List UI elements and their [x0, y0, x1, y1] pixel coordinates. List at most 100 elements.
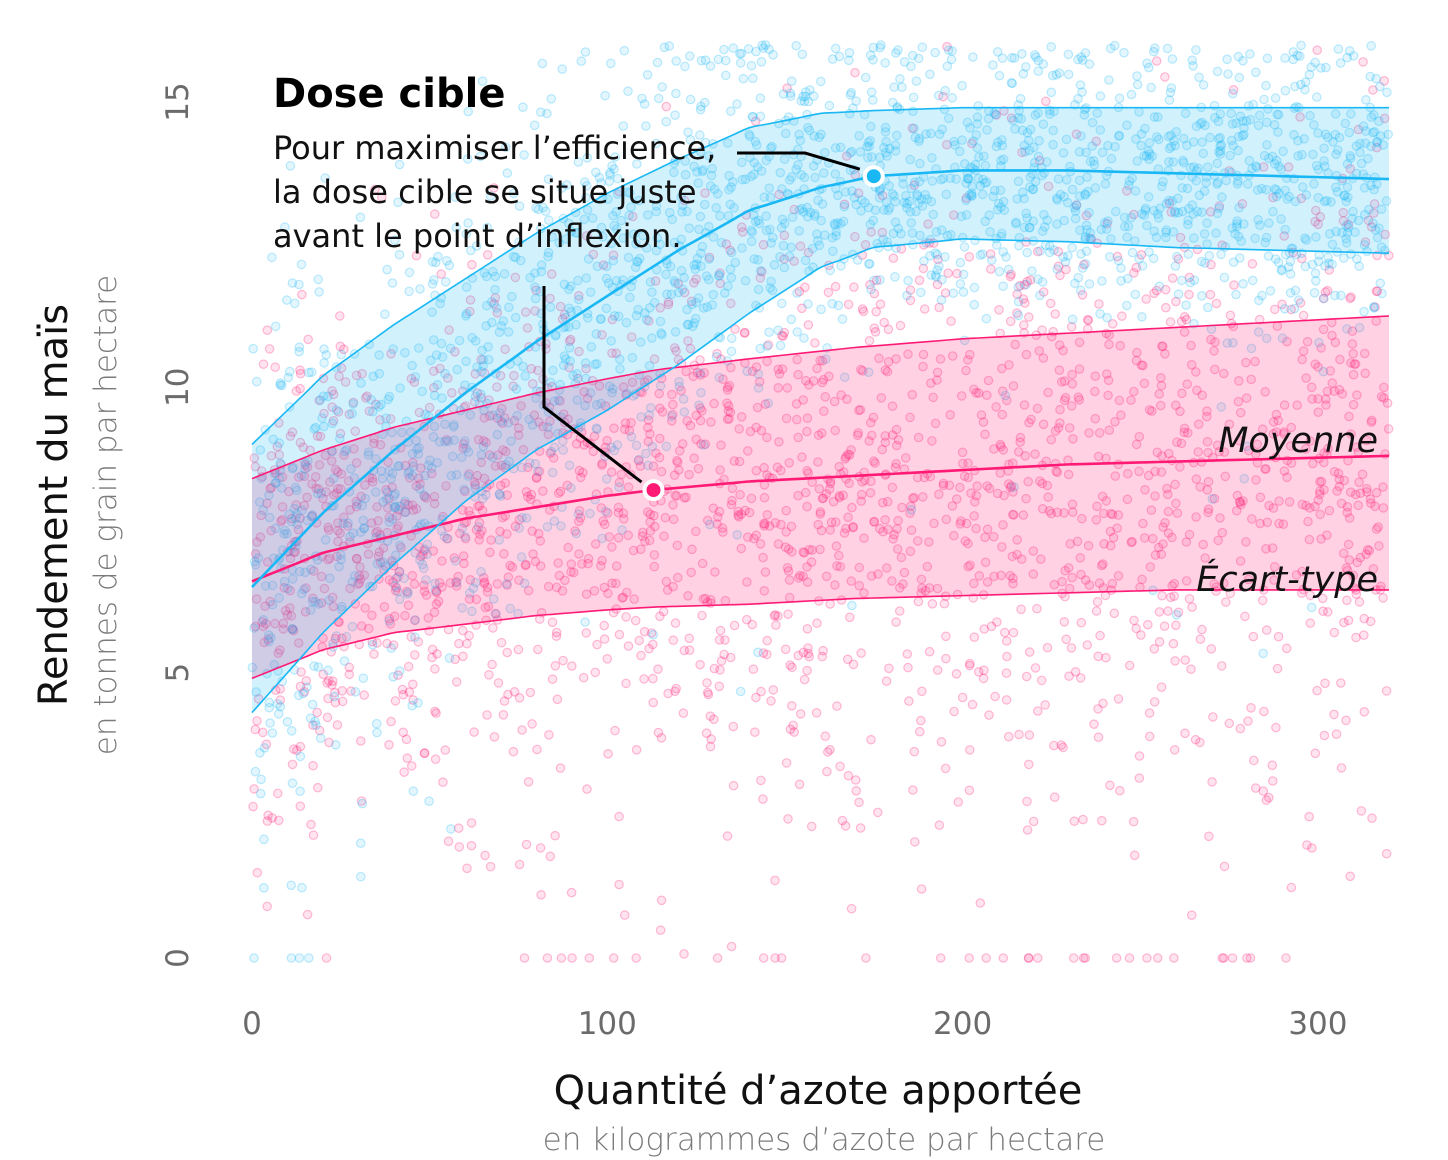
y-tick-label: 0	[160, 948, 196, 968]
scatter-point-pink	[367, 476, 378, 487]
scatter-point-pink	[919, 304, 930, 314]
scatter-point-pink	[1193, 419, 1204, 429]
scatter-point-pink	[996, 363, 1007, 374]
scatter-point-blue	[358, 673, 369, 683]
scatter-point-pink	[1024, 730, 1035, 740]
scatter-point-pink	[722, 831, 733, 841]
scatter-point-pink	[522, 323, 533, 333]
scatter-point-pink	[1186, 664, 1196, 674]
scatter-point-pink	[566, 661, 577, 671]
scatter-point-pink	[1314, 489, 1325, 500]
scatter-point-pink	[1252, 439, 1263, 450]
scatter-point-pink	[1129, 850, 1140, 861]
scatter-point-pink	[469, 727, 479, 737]
scatter-point-pink	[709, 714, 719, 725]
scatter-point-blue	[372, 727, 382, 738]
scatter-point-pink	[909, 746, 920, 757]
highlight-point-0	[642, 479, 665, 502]
scatter-point-pink	[836, 390, 846, 400]
scatter-point-pink	[726, 499, 737, 510]
scatter-point-pink	[1305, 436, 1315, 446]
scatter-point-pink	[267, 813, 277, 823]
scatter-point-pink	[381, 484, 391, 495]
x-tick-label: 300	[1288, 1006, 1347, 1042]
scatter-point-pink	[997, 386, 1008, 396]
scatter-point-pink	[1156, 682, 1167, 692]
scatter-point-blue	[700, 55, 711, 65]
scatter-point-blue	[977, 249, 988, 259]
scatter-point-pink	[672, 457, 683, 468]
scatter-point-blue	[1076, 249, 1086, 259]
scatter-point-pink	[736, 411, 747, 422]
scatter-point-pink	[473, 434, 484, 445]
scatter-point-pink	[1272, 663, 1283, 674]
scatter-point-pink	[1003, 731, 1014, 742]
scatter-point-pink	[398, 727, 408, 738]
scatter-point-pink	[1302, 840, 1312, 850]
scatter-point-blue	[313, 274, 323, 285]
scatter-point-pink	[609, 423, 619, 433]
scatter-point-blue	[773, 325, 783, 336]
scatter-point-blue	[792, 288, 802, 298]
scatter-point-blue	[1007, 78, 1017, 89]
annotation-line-2: la dose cible se situe juste	[273, 173, 697, 211]
scatter-point-blue	[711, 351, 722, 362]
scatter-point-blue	[1167, 54, 1178, 64]
scatter-point-pink	[291, 386, 302, 396]
scatter-point-pink	[520, 560, 531, 571]
scatter-point-pink	[729, 620, 740, 631]
scatter-point-pink	[918, 263, 929, 274]
scatter-point-pink	[654, 388, 664, 399]
scatter-point-blue	[869, 275, 879, 286]
scatter-point-blue	[1273, 257, 1284, 268]
scatter-point-pink	[404, 687, 415, 697]
scatter-point-pink	[982, 524, 993, 535]
scatter-point-pink	[803, 643, 813, 653]
scatter-point-pink	[458, 551, 469, 561]
scatter-point-pink	[451, 581, 462, 591]
scatter-point-pink	[770, 875, 780, 886]
scatter-point-pink	[881, 676, 892, 686]
scatter-point-pink	[794, 779, 805, 790]
scatter-point-blue	[315, 733, 326, 743]
scatter-point-pink	[1179, 311, 1190, 322]
scatter-point-pink	[850, 67, 860, 78]
scatter-point-pink	[953, 797, 964, 807]
scatter-point-pink	[324, 737, 334, 748]
scatter-point-pink	[458, 651, 468, 662]
scatter-point-blue	[1067, 314, 1078, 325]
scatter-point-pink	[564, 336, 575, 346]
scatter-point-blue	[893, 45, 903, 55]
scatter-point-pink	[817, 355, 828, 366]
scatter-point-blue	[1366, 40, 1376, 51]
scatter-point-pink	[1233, 396, 1244, 407]
scatter-point-pink	[785, 724, 796, 735]
scatter-point-blue	[791, 40, 801, 51]
scatter-point-pink	[1021, 671, 1032, 682]
scatter-point-pink	[523, 776, 534, 787]
scatter-point-pink	[667, 389, 677, 400]
scatter-point-blue	[1309, 287, 1320, 298]
scatter-point-pink	[270, 362, 280, 372]
scatter-point-pink	[758, 518, 769, 529]
scatter-point-pink	[824, 484, 835, 494]
scatter-point-pink	[655, 925, 666, 935]
scatter-point-pink	[891, 424, 902, 435]
scatter-point-pink	[1203, 476, 1214, 487]
scatter-point-pink	[869, 323, 880, 333]
scatter-point-blue	[275, 701, 286, 712]
scatter-point-blue	[1076, 52, 1086, 62]
scatter-point-pink	[832, 701, 842, 711]
scatter-point-pink	[610, 725, 620, 736]
scatter-point-pink	[979, 624, 989, 634]
scatter-point-pink	[1345, 871, 1355, 882]
scatter-point-pink	[1344, 555, 1355, 565]
scatter-point-pink	[695, 659, 705, 670]
scatter-point-pink	[357, 368, 367, 379]
scatter-point-pink	[1134, 431, 1145, 442]
scatter-point-pink	[1164, 198, 1175, 209]
scatter-point-pink	[795, 709, 806, 719]
y-tick-label: 15	[160, 82, 196, 121]
scatter-point-pink	[940, 288, 951, 298]
scatter-point-blue	[866, 284, 876, 295]
